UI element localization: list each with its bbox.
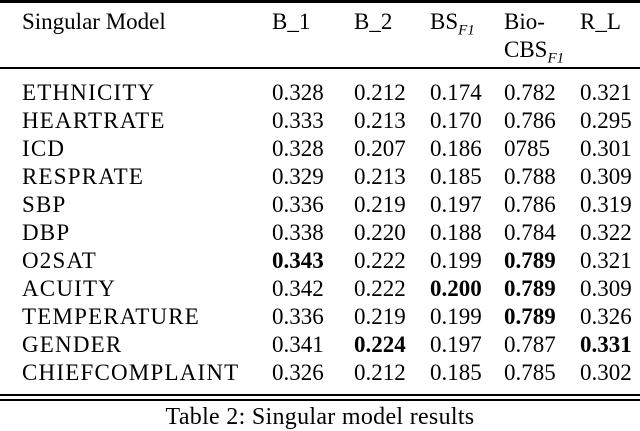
value-cell: 0.222 — [354, 276, 406, 301]
value-cell: 0.220 — [354, 220, 406, 245]
value-cell: 0.782 — [504, 80, 556, 105]
table-row: TEMPERATURE 0.336 0.219 0.199 0.789 0.32… — [0, 303, 640, 331]
value-cell: 0.326 — [580, 304, 632, 329]
value-cell: 0.787 — [504, 332, 556, 357]
value-cell: 0.186 — [430, 136, 482, 161]
value-cell: 0.321 — [580, 80, 632, 105]
value-cell: 0.343 — [272, 248, 324, 273]
column-header-bio-cbs-f1: Bio- CBSF1 — [493, 1, 569, 69]
value-cell: 0.331 — [580, 332, 632, 357]
value-cell: 0.338 — [272, 220, 324, 245]
value-cell: 0.207 — [354, 136, 406, 161]
value-cell: 0.224 — [354, 332, 406, 357]
value-cell: 0.784 — [504, 220, 556, 245]
row-label: RESPRATE — [22, 164, 145, 189]
value-cell: 0.309 — [580, 276, 632, 301]
table-row: RESPRATE 0.329 0.213 0.185 0.788 0.309 — [0, 163, 640, 191]
value-cell: 0.185 — [430, 360, 482, 385]
value-cell: 0.319 — [580, 192, 632, 217]
value-cell: 0.341 — [272, 332, 324, 357]
value-cell: 0.342 — [272, 276, 324, 301]
value-cell: 0.188 — [430, 220, 482, 245]
value-cell: 0.322 — [580, 220, 632, 245]
table-row: HEARTRATE 0.333 0.213 0.170 0.786 0.295 — [0, 107, 640, 135]
column-header-bio-line: Bio- — [504, 9, 545, 34]
column-header-b1: B_1 — [261, 1, 343, 69]
value-cell: 0.326 — [272, 360, 324, 385]
table-row: ACUITY 0.342 0.222 0.200 0.789 0.309 — [0, 275, 640, 303]
value-cell: 0.301 — [580, 136, 632, 161]
value-cell: 0.219 — [354, 192, 406, 217]
row-label: ETHNICITY — [22, 80, 156, 105]
value-cell: 0.789 — [504, 276, 556, 301]
value-cell: 0.199 — [430, 248, 482, 273]
column-header-cbs-main: CBS — [504, 37, 548, 62]
value-cell: 0.213 — [354, 108, 406, 133]
column-header-rl: R_L — [569, 1, 640, 69]
table-row: DBP 0.338 0.220 0.188 0.784 0.322 — [0, 219, 640, 247]
value-cell: 0.789 — [504, 248, 556, 273]
row-label: ICD — [22, 136, 66, 161]
value-cell: 0.333 — [272, 108, 324, 133]
value-cell: 0.174 — [430, 80, 482, 105]
row-label: CHIEFCOMPLAINT — [22, 360, 240, 385]
value-cell: 0.212 — [354, 80, 406, 105]
value-cell: 0.328 — [272, 136, 324, 161]
row-label: SBP — [22, 192, 67, 217]
table-row: ETHNICITY 0.328 0.212 0.174 0.782 0.321 — [0, 68, 640, 107]
row-label: ACUITY — [22, 276, 117, 301]
singular-model-results-table: Singular Model B_1 B_2 BSF1 Bio- CBSF1 R_… — [0, 0, 640, 401]
value-cell: 0.785 — [504, 360, 556, 385]
table-row: SBP 0.336 0.219 0.197 0.786 0.319 — [0, 191, 640, 219]
value-cell: 0.336 — [272, 192, 324, 217]
value-cell: 0.786 — [504, 192, 556, 217]
table-row: CHIEFCOMPLAINT 0.326 0.212 0.185 0.785 0… — [0, 359, 640, 398]
row-label: HEARTRATE — [22, 108, 166, 133]
value-cell: 0.321 — [580, 248, 632, 273]
value-cell: 0.213 — [354, 164, 406, 189]
column-header-bs-f1-main: BS — [430, 9, 459, 34]
row-label: O2SAT — [22, 248, 98, 273]
value-cell: 0.197 — [430, 192, 482, 217]
value-cell: 0.200 — [430, 276, 482, 301]
column-header-cbs-subscript: F1 — [547, 50, 565, 67]
row-label: DBP — [22, 220, 71, 245]
value-cell: 0.185 — [430, 164, 482, 189]
value-cell: 0.197 — [430, 332, 482, 357]
table-row: O2SAT 0.343 0.222 0.199 0.789 0.321 — [0, 247, 640, 275]
table-caption: Table 2: Singular model results — [165, 404, 475, 430]
value-cell: 0.302 — [580, 360, 632, 385]
table-row: ICD 0.328 0.207 0.186 0785 0.301 — [0, 135, 640, 163]
table-header-row: Singular Model B_1 B_2 BSF1 Bio- CBSF1 R_… — [0, 1, 640, 69]
value-cell: 0785 — [504, 136, 550, 161]
column-header-b2: B_2 — [343, 1, 419, 69]
column-header-singular-model: Singular Model — [0, 1, 261, 69]
value-cell: 0.329 — [272, 164, 324, 189]
value-cell: 0.295 — [580, 108, 632, 133]
row-label: TEMPERATURE — [22, 304, 201, 329]
table-row: GENDER 0.341 0.224 0.197 0.787 0.331 — [0, 331, 640, 359]
value-cell: 0.212 — [354, 360, 406, 385]
value-cell: 0.219 — [354, 304, 406, 329]
row-label: GENDER — [22, 332, 123, 357]
column-header-bs-f1: BSF1 — [419, 1, 493, 69]
value-cell: 0.336 — [272, 304, 324, 329]
value-cell: 0.222 — [354, 248, 406, 273]
value-cell: 0.786 — [504, 108, 556, 133]
value-cell: 0.789 — [504, 304, 556, 329]
value-cell: 0.309 — [580, 164, 632, 189]
value-cell: 0.328 — [272, 80, 324, 105]
column-header-bs-f1-subscript: F1 — [458, 22, 475, 39]
value-cell: 0.788 — [504, 164, 556, 189]
value-cell: 0.199 — [430, 304, 482, 329]
value-cell: 0.170 — [430, 108, 482, 133]
